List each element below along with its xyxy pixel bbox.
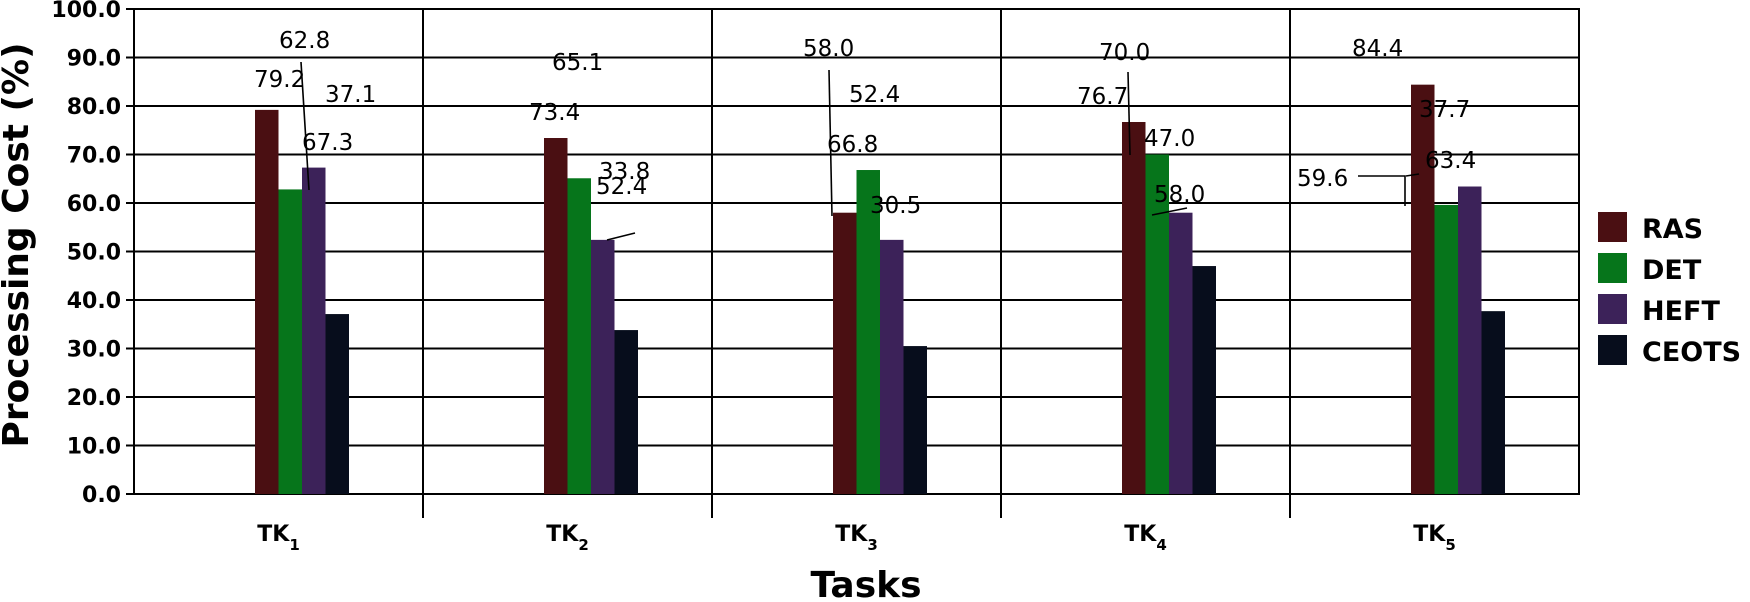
bar-det [1145, 154, 1169, 494]
y-tick-label: 100.0 [51, 0, 121, 23]
data-label-det: 70.0 [1099, 40, 1150, 66]
bar-ras [255, 109, 279, 494]
legend-swatch-det [1598, 253, 1627, 283]
data-label-ras: 84.4 [1352, 36, 1403, 62]
bar-det [856, 170, 880, 494]
legend-swatch-ras [1598, 212, 1627, 242]
y-tick-label: 0.0 [82, 483, 121, 508]
x-tick-label: TK2 [546, 522, 589, 554]
legend-swatch-heft [1598, 294, 1627, 324]
data-label-heft: 52.4 [596, 174, 647, 200]
y-tick-label: 30.0 [67, 338, 121, 363]
legend-label-ras: RAS [1642, 214, 1703, 245]
x-tick-label: TK4 [1124, 522, 1167, 554]
y-tick-label: 20.0 [67, 386, 121, 411]
bar-ras [1411, 84, 1435, 494]
bar-ras [833, 212, 857, 494]
bar-ceots [903, 346, 927, 494]
bar-heft [1169, 212, 1193, 494]
bar-det [567, 178, 591, 494]
data-label-ras: 76.7 [1077, 84, 1128, 110]
x-tick-label: TK5 [1413, 522, 1456, 554]
label-leaders [300, 61, 1420, 241]
y-tick-label: 50.0 [67, 241, 121, 266]
bar-heft [591, 239, 615, 494]
label-leader-line [1127, 71, 1131, 156]
data-label-heft: 58.0 [1154, 182, 1205, 208]
bar-ceots [1481, 311, 1505, 494]
label-leader-line [300, 61, 310, 191]
legend-label-heft: HEFT [1642, 296, 1720, 327]
data-label-ras: 79.2 [254, 67, 305, 93]
label-leader-line [1151, 207, 1188, 216]
data-label-heft: 52.4 [849, 82, 900, 108]
data-label-det: 62.8 [279, 28, 330, 54]
data-label-heft: 63.4 [1425, 148, 1476, 174]
chart-grid [126, 8, 1580, 518]
data-label-ceots: 30.5 [870, 193, 921, 219]
y-tick-label: 90.0 [67, 47, 121, 72]
bar-det [278, 189, 302, 495]
y-axis-title: Processing Cost (%) [0, 42, 37, 447]
legend-swatch-ceots [1598, 335, 1627, 365]
y-tick-label: 60.0 [67, 192, 121, 217]
data-label-ceots: 33.8 [599, 159, 650, 185]
data-label-det: 66.8 [827, 132, 878, 158]
x-axis-ticks: TK1 TK2 TK3 TK4 TK5 [257, 522, 1456, 554]
x-tick-label: TK3 [835, 522, 878, 554]
bar-ceots [1192, 266, 1216, 494]
y-tick-label: 10.0 [67, 435, 121, 460]
legend-label-ceots: CEOTS [1642, 337, 1741, 368]
bar-heft [880, 239, 904, 494]
label-leader-line [828, 69, 833, 217]
data-label-ceots: 37.7 [1419, 97, 1470, 123]
data-label-ras: 73.4 [529, 100, 580, 126]
data-labels: 79.2 73.4 58.0 76.7 84.4 62.8 65.1 66.8 70.0 59.6… [254, 28, 1476, 219]
legend-label-det: DET [1642, 255, 1702, 286]
y-tick-label: 70.0 [67, 144, 121, 169]
data-label-det: 65.1 [552, 50, 603, 76]
data-label-ras: 58.0 [803, 36, 854, 62]
label-leader-line [606, 232, 636, 241]
y-axis-ticks: 0.0 10.0 20.0 30.0 40.0 50.0 60.0 70.0 80.0 90.0 1… [51, 0, 121, 508]
x-tick-label: TK1 [257, 522, 300, 554]
bar-ceots [325, 314, 349, 494]
bar-det [1434, 204, 1458, 494]
data-label-heft: 67.3 [302, 130, 353, 156]
y-tick-label: 40.0 [67, 289, 121, 314]
x-axis-title: Tasks [810, 565, 921, 602]
y-tick-label: 80.0 [67, 95, 121, 120]
bar-ras [544, 138, 568, 494]
chart-legend: RAS DET HEFT CEOTS [1598, 212, 1741, 368]
bar-heft [302, 167, 326, 494]
label-leader-line [1405, 173, 1420, 177]
bar-ceots [614, 330, 638, 494]
data-label-ceots: 37.1 [325, 82, 376, 108]
data-label-det: 59.6 [1297, 166, 1348, 192]
data-label-ceots: 47.0 [1144, 126, 1195, 152]
bar-ras [1122, 122, 1146, 494]
label-leader-line [1358, 175, 1406, 206]
chart-bars [255, 84, 1505, 495]
bar-heft [1458, 186, 1482, 494]
